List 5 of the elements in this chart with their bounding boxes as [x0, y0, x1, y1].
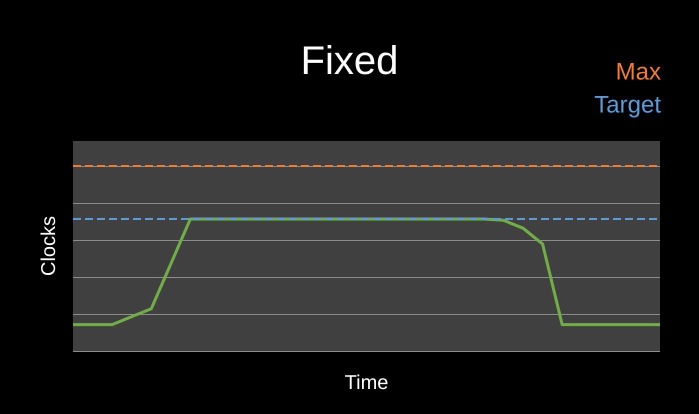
- chart-title: Fixed: [300, 39, 398, 83]
- ref-line-label: Target: [594, 92, 662, 118]
- ref-line-label: Max: [616, 58, 661, 86]
- y-axis-title: Clocks: [38, 216, 60, 276]
- x-axis-title: Time: [344, 372, 388, 394]
